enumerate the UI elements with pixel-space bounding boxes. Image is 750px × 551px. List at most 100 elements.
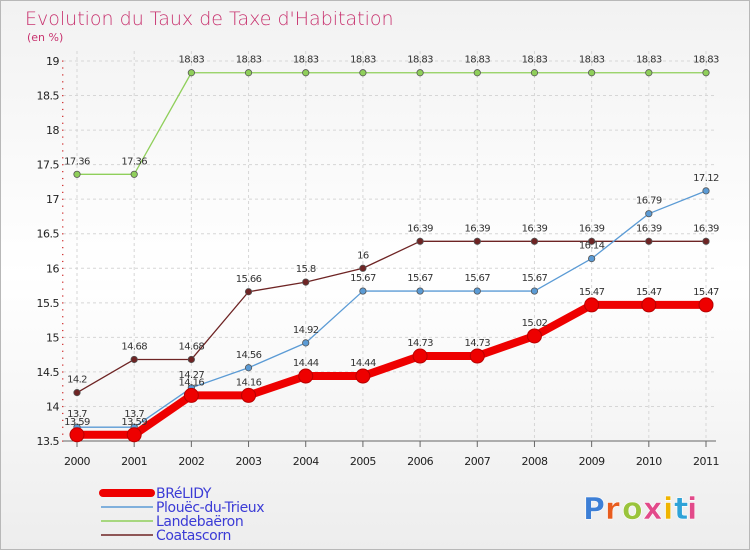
legend-label: BRéLIDY [156, 486, 212, 502]
logo-letter: i [663, 492, 673, 527]
data-point [702, 69, 710, 77]
y-tick-label: 14.5 [37, 366, 60, 379]
y-minor-tick [62, 253, 64, 256]
y-minor-tick [62, 426, 64, 428]
chart-subtitle: (en %) [27, 31, 63, 44]
data-point [702, 237, 710, 245]
y-tick-label: 17.5 [37, 159, 60, 172]
y-minor-tick [62, 226, 64, 228]
data-label: 14.27 [179, 370, 205, 381]
data-label: 18.83 [579, 55, 605, 66]
logo-letter: i [687, 492, 697, 527]
y-minor-tick [62, 378, 64, 380]
logo-letter: x [643, 492, 662, 527]
x-tick-label: 2002 [178, 455, 204, 468]
y-minor-tick [62, 136, 64, 138]
legend-item: Landebaëron [101, 514, 244, 530]
y-minor-tick [62, 433, 64, 435]
y-tick-label: 18 [46, 124, 59, 137]
data-label: 15.67 [464, 273, 490, 284]
logo-letter: t [674, 492, 688, 527]
y-minor-tick [62, 385, 64, 387]
data-point [359, 264, 367, 272]
data-point [416, 237, 424, 245]
data-point [244, 288, 253, 296]
y-minor-tick [62, 157, 64, 159]
series-line [76, 240, 706, 394]
grid [63, 51, 716, 442]
x-tick-label: 2011 [693, 455, 719, 468]
data-point [473, 237, 481, 245]
logo-letter: r [605, 492, 620, 527]
data-label: 13.7 [67, 409, 87, 420]
y-minor-tick [62, 357, 64, 359]
data-label: 15.02 [522, 318, 548, 329]
y-minor-tick [62, 171, 64, 173]
y-minor-tick [62, 81, 64, 83]
data-label: 16.39 [693, 223, 719, 234]
y-minor-tick [62, 150, 64, 152]
data-point [645, 69, 653, 77]
data-label: 16.14 [579, 241, 605, 252]
y-minor-tick [62, 412, 64, 415]
data-point [588, 255, 596, 263]
data-label: 14.68 [121, 341, 147, 352]
data-label: 15.67 [407, 273, 433, 284]
data-point [355, 368, 371, 384]
data-label: 15.67 [350, 273, 376, 284]
data-label: 14.68 [179, 341, 205, 352]
y-minor-tick [62, 219, 64, 221]
data-label: 14.44 [293, 358, 319, 369]
y-minor-tick [62, 247, 64, 249]
legend: BRéLIDYPlouëc-du-TrieuxLandebaëronCoatas… [99, 486, 265, 544]
logo-letter: o [622, 492, 643, 527]
data-label: 14.73 [407, 338, 433, 349]
data-point [469, 348, 485, 364]
logo-letter: P [583, 492, 605, 527]
data-label: 14.16 [236, 377, 262, 388]
data-point [130, 170, 138, 178]
data-label: 14.16 [179, 377, 205, 388]
x-tick-label: 2006 [407, 455, 433, 468]
data-point [302, 278, 310, 286]
data-point [473, 69, 481, 77]
data-label: 15.67 [522, 273, 548, 284]
data-label: 13.59 [64, 417, 90, 428]
data-label: 18.83 [350, 55, 376, 66]
y-minor-tick [62, 302, 64, 304]
y-minor-tick [62, 329, 64, 332]
data-point [530, 287, 539, 295]
x-tick-label: 2010 [636, 455, 662, 468]
y-minor-tick [62, 115, 64, 117]
y-minor-tick [62, 364, 64, 366]
series-line [77, 190, 707, 428]
y-tick-label: 15.5 [37, 297, 60, 310]
y-minor-tick [62, 240, 64, 242]
series-line [77, 300, 706, 439]
data-point [302, 339, 310, 347]
data-label: 17.36 [121, 156, 147, 167]
y-minor-tick [62, 399, 64, 401]
data-point [588, 69, 596, 77]
data-point [298, 368, 314, 384]
x-tick-label: 2000 [64, 455, 90, 468]
y-minor-tick [62, 143, 64, 145]
data-point [588, 237, 596, 245]
data-point [187, 355, 195, 364]
data-label: 16.79 [636, 196, 662, 207]
data-label: 16.39 [464, 223, 490, 234]
data-point [412, 348, 428, 364]
data-point [126, 427, 142, 443]
data-label: 18.83 [179, 55, 205, 66]
y-minor-tick [62, 323, 64, 325]
data-point [183, 387, 199, 403]
data-label: 13.7 [124, 409, 144, 420]
y-tick-label: 16.5 [37, 228, 60, 241]
data-label: 17.36 [64, 156, 90, 167]
y-minor-tick [62, 405, 64, 408]
y-tick-label: 17 [46, 193, 59, 206]
y-minor-tick [62, 295, 64, 297]
data-point [73, 170, 81, 178]
x-tick-label: 2001 [121, 455, 147, 468]
